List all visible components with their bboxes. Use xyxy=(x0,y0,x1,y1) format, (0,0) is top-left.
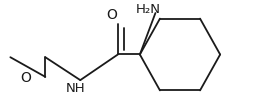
Text: H₂N: H₂N xyxy=(136,3,161,16)
Text: O: O xyxy=(106,8,117,22)
Text: NH: NH xyxy=(65,82,85,95)
Text: O: O xyxy=(20,72,31,85)
